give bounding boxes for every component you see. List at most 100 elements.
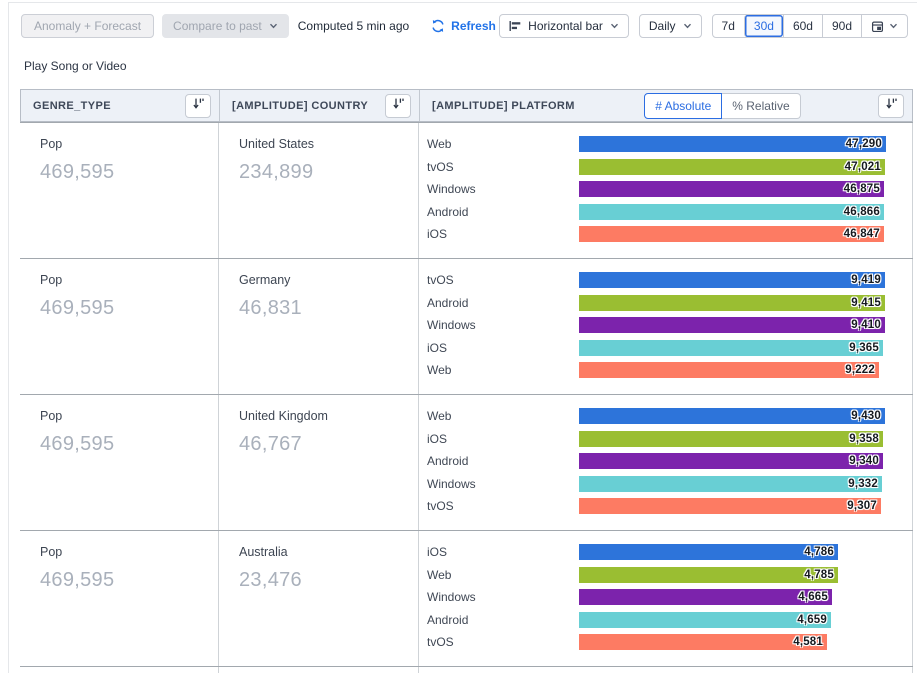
platform-bar-line: iOS 4,786 — [427, 541, 912, 564]
date-range-7d-button[interactable]: 7d — [721, 19, 735, 33]
bar-value: 47,290 — [845, 138, 882, 151]
sort-country-button[interactable] — [385, 93, 411, 118]
bar-track: 46,847 — [579, 226, 904, 243]
platform-bar-line: Windows 46,875 — [427, 178, 912, 201]
bar-track: 4,786 — [579, 544, 904, 561]
platform-bar[interactable]: 9,430 — [579, 408, 885, 425]
genre-total: 469,595 — [40, 297, 115, 319]
platform-bar[interactable]: 9,332 — [579, 475, 882, 492]
toolbar: Anomaly + Forecast Compare to past Compu… — [21, 13, 908, 39]
date-range-calendar-button[interactable] — [861, 15, 907, 37]
refresh-label: Refresh — [451, 19, 496, 33]
platform-bar[interactable]: 9,415 — [579, 294, 885, 311]
platform-label: iOS — [427, 227, 448, 242]
bar-track: 47,021 — [579, 158, 904, 175]
header-platform-label: [AMPLITUDE] PLATFORM — [432, 99, 575, 112]
header-platform: [AMPLITUDE] PLATFORM # Absolute % Relati… — [420, 90, 912, 121]
platform-bar-line: tvOS 9,419 — [427, 269, 912, 292]
date-range-group: 7d 30d 60d 90d — [711, 14, 908, 38]
chart-type-value: Horizontal bar — [528, 19, 603, 33]
platform-bar[interactable]: 46,866 — [579, 203, 884, 220]
platform-bar-line: Windows 9,332 — [427, 473, 912, 496]
bar-value: 47,021 — [844, 160, 881, 173]
platform-bar[interactable]: 46,847 — [579, 226, 884, 243]
table-row: Pop 469,595 Germany 46,831 tvOS 9,419 Andr… — [20, 258, 913, 394]
platform-bar[interactable]: 9,307 — [579, 498, 881, 515]
platform-bar[interactable]: 4,659 — [579, 611, 831, 628]
interval-select[interactable]: Daily — [638, 14, 702, 38]
refresh-button[interactable]: Refresh — [431, 19, 496, 33]
anomaly-forecast-button[interactable]: Anomaly + Forecast — [21, 14, 155, 38]
platform-bar[interactable]: 4,786 — [579, 544, 838, 561]
toolbar-right: Horizontal bar Daily 7d 30d 60d 90d — [499, 14, 908, 38]
bar-track: 9,222 — [579, 362, 904, 379]
bar-value: 9,430 — [851, 410, 881, 423]
country-total: 46,831 — [239, 297, 302, 319]
country-cell: United Kingdom 46,767 — [219, 395, 419, 530]
platform-label: Android — [427, 454, 469, 469]
country-cell: Germany 46,831 — [219, 259, 419, 394]
bar-value: 9,358 — [849, 432, 879, 445]
page-top-border — [8, 2, 917, 3]
platform-bar-line: iOS 9,358 — [427, 428, 912, 451]
platform-bar-line: Web 4,785 — [427, 564, 912, 587]
genre-value: Pop — [40, 409, 63, 423]
bar-track: 4,785 — [579, 566, 904, 583]
chevron-down-icon — [683, 23, 692, 29]
value-mode-toggle: # Absolute % Relative — [644, 92, 801, 119]
platform-bar-line: Android 4,659 — [427, 609, 912, 632]
chart-type-select[interactable]: Horizontal bar — [499, 14, 629, 38]
platform-label: Web — [427, 363, 452, 378]
country-total: 23,476 — [239, 569, 302, 591]
platform-bar[interactable]: 9,419 — [579, 272, 885, 289]
platform-bar[interactable]: 47,290 — [579, 136, 886, 153]
platform-label: iOS — [427, 340, 448, 355]
compare-to-past-label: Compare to past — [173, 19, 262, 33]
genre-value: Pop — [40, 273, 63, 287]
platform-bar[interactable]: 9,365 — [579, 339, 883, 356]
bar-track: 9,415 — [579, 294, 904, 311]
table-body: Pop 469,595 United States 234,899 Web 47,… — [20, 122, 913, 666]
platform-bar[interactable]: 9,410 — [579, 317, 885, 334]
bar-track: 9,365 — [579, 339, 904, 356]
platform-bar[interactable]: 46,875 — [579, 181, 884, 198]
bar-value: 9,307 — [847, 500, 877, 513]
bar-value: 9,332 — [848, 477, 878, 490]
sort-platform-button[interactable] — [878, 93, 904, 118]
horizontal-bar-icon — [509, 20, 521, 32]
platform-bar[interactable]: 4,785 — [579, 566, 838, 583]
bar-track: 46,866 — [579, 203, 904, 220]
platform-bar[interactable]: 9,340 — [579, 453, 883, 470]
calendar-icon — [871, 20, 884, 33]
date-range-90d-button[interactable]: 90d — [821, 15, 861, 37]
platform-bar[interactable]: 9,358 — [579, 430, 883, 447]
chevron-down-icon — [610, 23, 619, 29]
computed-status-text: Computed 5 min ago — [297, 19, 410, 33]
table-row: Pop 469,595 Australia 23,476 iOS 4,786 Web… — [20, 530, 913, 666]
sort-icon — [392, 97, 405, 115]
bar-value: 4,659 — [797, 613, 827, 626]
bar-track: 4,665 — [579, 589, 904, 606]
platform-bar[interactable]: 4,665 — [579, 589, 832, 606]
platform-bar-line: tvOS 47,021 — [427, 156, 912, 179]
compare-to-past-dropdown[interactable]: Compare to past — [162, 14, 289, 38]
bar-value: 46,866 — [843, 205, 880, 218]
platform-bar-line: Android 46,866 — [427, 201, 912, 224]
date-range-30d-button[interactable]: 30d — [743, 15, 783, 37]
platform-cell: iOS 4,786 Web 4,785 Windows 4,665 Android 4,659… — [419, 531, 913, 666]
bar-track: 9,307 — [579, 498, 904, 515]
absolute-mode-button[interactable]: # Absolute — [644, 92, 723, 119]
country-cell: Australia 23,476 — [219, 531, 419, 666]
platform-bar[interactable]: 9,222 — [579, 362, 879, 379]
platform-cell: tvOS 9,419 Android 9,415 Windows 9,410 iOS 9,36… — [419, 259, 913, 394]
platform-bar-line: Windows 9,410 — [427, 314, 912, 337]
relative-mode-button[interactable]: % Relative — [722, 92, 801, 119]
platform-bar[interactable]: 4,581 — [579, 634, 827, 651]
date-range-60d-button[interactable]: 60d — [782, 15, 822, 37]
platform-bar[interactable]: 47,021 — [579, 158, 885, 175]
table-row: Pop 469,595 United Kingdom 46,767 Web 9,4… — [20, 394, 913, 530]
bar-track: 9,430 — [579, 408, 904, 425]
platform-label: Windows — [427, 182, 476, 197]
bar-track: 9,410 — [579, 317, 904, 334]
sort-genre-button[interactable] — [185, 93, 211, 118]
